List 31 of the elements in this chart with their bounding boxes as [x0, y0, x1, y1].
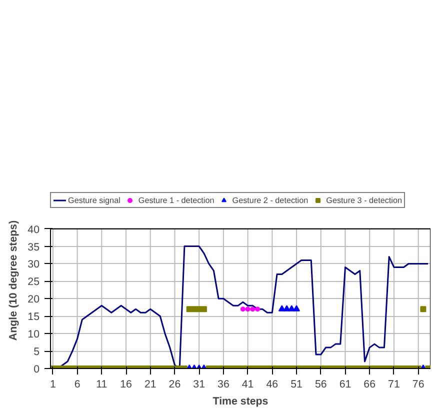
x-tick-label: 31: [193, 378, 206, 390]
y-tick-label: 0: [34, 364, 40, 376]
x-tick-label: 66: [364, 378, 376, 390]
x-tick-label: 46: [266, 378, 278, 390]
y-axis-title: Angle (10 degree steps): [8, 220, 20, 341]
x-tick-label: 56: [314, 378, 327, 390]
x-tick-label: 21: [144, 378, 156, 390]
legend-label: Gesture 3 - detection: [326, 195, 402, 205]
x-tick-label: 41: [242, 378, 254, 390]
legend-label: Gesture signal: [68, 195, 120, 205]
y-tick-label: 30: [28, 258, 40, 271]
legend-label: Gesture 2 - detection: [232, 195, 308, 205]
x-tick-label: 36: [218, 378, 230, 390]
y-tick-label: 15: [28, 311, 40, 324]
x-tick-label: 6: [74, 378, 80, 390]
x-axis-title: Time steps: [212, 396, 268, 408]
y-tick-label: 20: [28, 294, 40, 306]
x-tick-label: 1: [50, 378, 56, 390]
x-tick-label: 16: [120, 378, 132, 390]
y-tick-label: 40: [28, 224, 40, 236]
x-tick-label: 61: [339, 378, 352, 390]
y-tick-label: 35: [28, 241, 40, 254]
x-tick-label: 11: [96, 378, 108, 390]
x-tick-label: 71: [388, 378, 400, 390]
x-tick-label: 26: [168, 378, 181, 390]
x-tick-label: 76: [412, 378, 424, 390]
y-tick-label: 10: [28, 328, 40, 341]
y-tick-label: 5: [34, 346, 40, 358]
y-tick-label: 25: [28, 276, 40, 288]
x-tick-label: 51: [290, 378, 303, 390]
legend-label: Gesture 1 - detection: [138, 195, 214, 205]
